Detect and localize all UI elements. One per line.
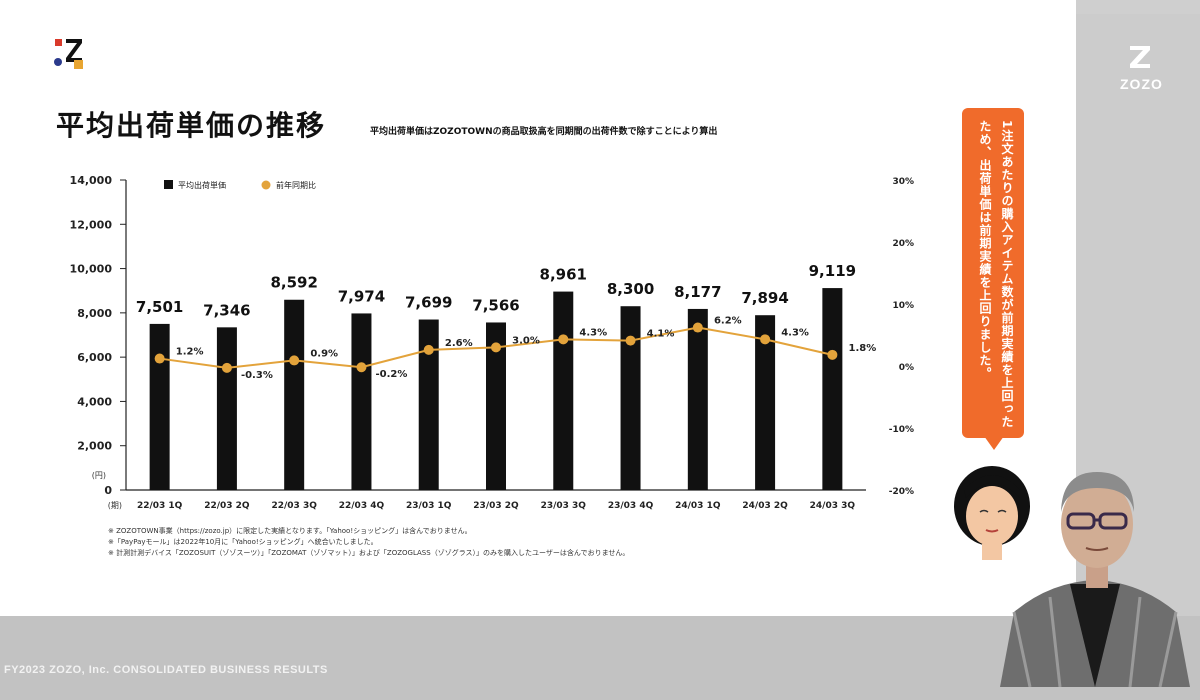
yoy-point xyxy=(692,322,703,333)
brand-text: ZOZO xyxy=(1120,76,1163,92)
legend-line-swatch xyxy=(261,180,271,190)
bar-value-label: 9,119 xyxy=(809,262,856,280)
y-tick-label: 4,000 xyxy=(77,395,112,408)
chart-bar xyxy=(620,306,641,490)
yoy-point xyxy=(827,349,838,360)
page-subtitle: 平均出荷単価はZOZOTOWNの商品取扱高を同期間の出荷件数で除すことにより算出 xyxy=(370,127,718,137)
yoy-point xyxy=(760,334,771,345)
bar-value-label: 8,177 xyxy=(674,283,721,301)
yoy-value-label: 1.2% xyxy=(176,347,204,358)
legend-bar-swatch xyxy=(164,180,173,189)
footnote: ※ 計測計測デバイス「ZOZOSUIT（ゾゾスーツ）」「ZOZOMAT（ゾゾマッ… xyxy=(108,549,630,557)
slide-background xyxy=(0,0,1076,616)
bar-value-label: 8,961 xyxy=(540,266,587,284)
yoy-point xyxy=(491,342,501,353)
x-tick-label: 22/03 1Q xyxy=(137,501,183,511)
chart-bar xyxy=(486,322,506,490)
legend-bar-label: 平均出荷単価 xyxy=(178,180,226,190)
yoy-point xyxy=(558,334,569,345)
yoy-value-label: 1.8% xyxy=(848,343,876,354)
x-tick-label: 22/03 3Q xyxy=(271,501,317,511)
avatar-illustration xyxy=(950,462,1036,562)
chart: 0 2,000 4,000 6,000 8,000 10,000 12,000 14,000 (… xyxy=(70,174,914,511)
yoy-value-label: 4.3% xyxy=(579,327,607,338)
yoy-point xyxy=(356,362,367,373)
chart-bar xyxy=(553,291,574,490)
footer-text: FY2023 ZOZO, Inc. CONSOLIDATED BUSINESS … xyxy=(4,664,328,676)
chart-bar xyxy=(149,323,170,490)
zozo-logo-icon xyxy=(52,36,86,70)
x-unit-label: (期) xyxy=(108,501,122,510)
zozo-brand-logo: ZOZO xyxy=(1120,44,1163,104)
zozo-mark-icon xyxy=(1130,46,1150,68)
chart-bar xyxy=(284,299,305,490)
yoy-value-label: 3.0% xyxy=(512,335,540,346)
x-tick-label: 24/03 3Q xyxy=(810,501,856,511)
y2-tick-label: -10% xyxy=(889,425,914,435)
yoy-point xyxy=(423,344,434,355)
x-tick-label: 22/03 4Q xyxy=(339,501,385,511)
y-tick-label: 12,000 xyxy=(70,218,113,231)
yoy-value-label: 4.1% xyxy=(647,329,675,340)
chart-bar xyxy=(418,319,439,490)
bar-value-label: 7,894 xyxy=(741,289,788,307)
x-tick-label: 24/03 2Q xyxy=(742,501,788,511)
y-unit-label: (円) xyxy=(92,471,106,480)
x-tick-label: 23/03 1Q xyxy=(406,501,452,511)
bar-value-label: 7,566 xyxy=(472,296,519,314)
x-tick-label: 23/03 2Q xyxy=(473,501,519,511)
yoy-point xyxy=(625,335,636,346)
callout-box xyxy=(962,108,1024,438)
chart-bar xyxy=(822,288,843,490)
y-tick-label: 14,000 xyxy=(70,174,113,187)
callout-text: 1注文あたりの購入アイテム数が前期実績を上回ったため、出荷単価は前期実績を上回り… xyxy=(978,120,1014,429)
callout-tail xyxy=(984,436,1004,450)
bar-value-label: 8,592 xyxy=(270,274,317,292)
chart-bar xyxy=(687,308,708,490)
page-title: 平均出荷単価の推移 xyxy=(56,109,327,142)
x-tick-label: 22/03 2Q xyxy=(204,501,250,511)
bar-value-label: 8,300 xyxy=(607,280,654,298)
bar-value-label: 7,346 xyxy=(203,301,250,319)
x-tick-label: 23/03 3Q xyxy=(541,501,587,511)
y-tick-label: 6,000 xyxy=(77,351,112,364)
legend-line-label: 前年同期比 xyxy=(276,180,316,190)
x-tick-label: 24/03 1Q xyxy=(675,501,721,511)
y2-tick-label: 10% xyxy=(892,301,914,311)
y-tick-label: 10,000 xyxy=(70,263,113,276)
yoy-value-label: -0.3% xyxy=(241,370,273,381)
y2-tick-label: 20% xyxy=(892,239,914,249)
footer-bar xyxy=(0,616,1200,700)
x-tick-label: 23/03 4Q xyxy=(608,501,654,511)
yoy-value-label: 2.6% xyxy=(445,338,473,349)
yoy-value-label: -0.2% xyxy=(376,369,408,380)
footnotes: ※ ZOZOTOWN事業（https://zozo.jp）に限定した実績となりま… xyxy=(108,526,629,559)
y-tick-label: 2,000 xyxy=(77,440,112,453)
yoy-value-label: 4.3% xyxy=(781,327,809,338)
y-tick-label: 8,000 xyxy=(77,307,112,320)
bar-value-label: 7,974 xyxy=(338,287,385,305)
bar-value-label: 7,699 xyxy=(405,294,452,312)
yoy-value-label: 0.9% xyxy=(310,348,338,359)
yoy-point xyxy=(154,353,165,364)
y2-tick-label: 0% xyxy=(899,363,914,373)
yoy-point xyxy=(221,362,232,373)
yoy-value-label: 6.2% xyxy=(714,316,742,327)
y2-tick-label: 30% xyxy=(892,177,914,187)
chart-bar xyxy=(755,315,776,490)
footnote: ※「PayPayモール」は2022年10月に「Yahoo!ショッピング」へ統合い… xyxy=(108,538,378,546)
chart-bar xyxy=(351,313,372,490)
footnote: ※ ZOZOTOWN事業（https://zozo.jp）に限定した実績となりま… xyxy=(108,527,472,535)
y-tick-label: 0 xyxy=(104,484,112,497)
y2-tick-label: -20% xyxy=(889,487,914,497)
chart-bar xyxy=(216,327,237,490)
yoy-point xyxy=(289,355,300,366)
speaker-video xyxy=(990,462,1200,688)
bar-value-label: 7,501 xyxy=(136,298,183,316)
